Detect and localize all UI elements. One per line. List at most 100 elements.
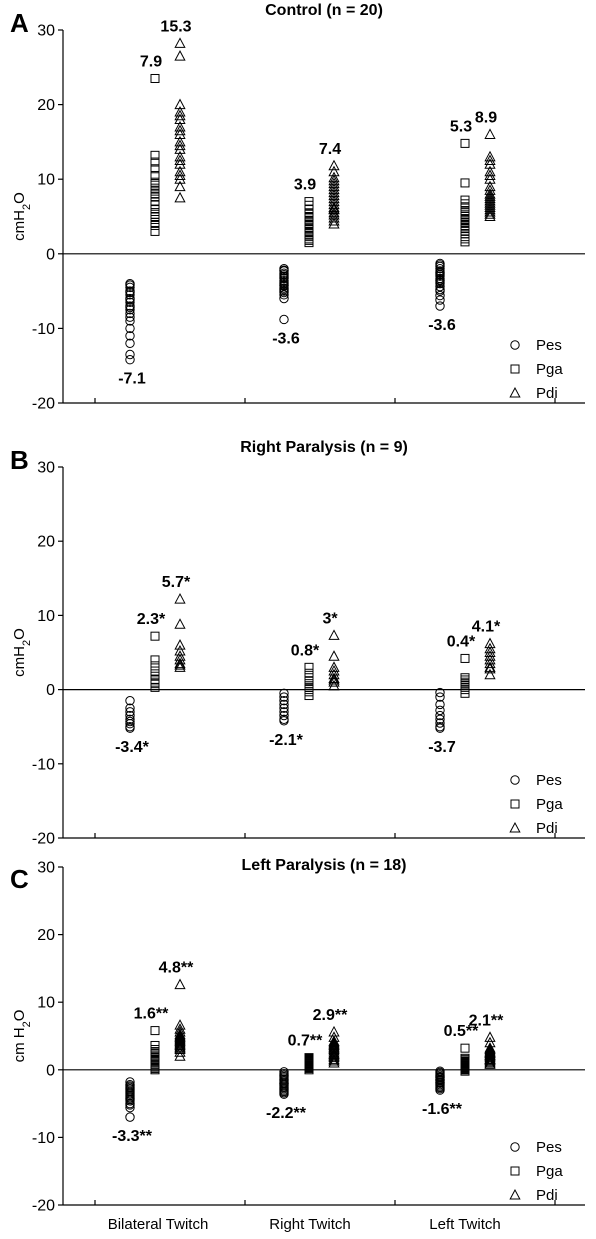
pdi-point xyxy=(328,174,340,186)
pes-point xyxy=(125,331,135,341)
pdi-point xyxy=(328,180,340,192)
pdi-point xyxy=(174,180,186,192)
x-category-label: Bilateral Twitch xyxy=(108,1216,209,1233)
pes-point xyxy=(279,692,289,702)
y-tick-label: -20 xyxy=(32,396,55,413)
pes-point xyxy=(279,314,289,325)
pes-point xyxy=(279,1088,289,1098)
pdi-point xyxy=(484,1043,496,1055)
pdi-point xyxy=(174,165,186,177)
pes-point xyxy=(279,710,289,721)
y-tick-label: 0 xyxy=(46,682,55,699)
pdi-point xyxy=(174,661,186,672)
pes-point xyxy=(435,710,445,721)
legend-label: Pdi xyxy=(536,820,558,837)
y-tick-label: 10 xyxy=(37,995,55,1012)
pes-point xyxy=(279,699,289,710)
pga-mean-label: 5.3 xyxy=(450,118,472,135)
pes-point xyxy=(125,703,135,713)
series-pdi: 15.3 7.4 8.9 xyxy=(160,18,497,229)
pdi-point xyxy=(174,128,186,139)
pga-point xyxy=(460,232,470,242)
pdi-point xyxy=(484,650,496,661)
pdi-point xyxy=(174,1035,186,1046)
panel-b: B Right Paralysis (n = 9) -20 -10 0 10 20 30 cmH… xyxy=(10,439,585,848)
panel-letter: B xyxy=(10,445,29,475)
pdi-point xyxy=(174,978,186,990)
pdi-point xyxy=(484,1046,496,1058)
pes-mean-label: -3.6 xyxy=(272,330,300,347)
pes-point xyxy=(279,688,289,699)
pes-point xyxy=(125,282,135,293)
pdi-point xyxy=(174,191,186,203)
pes-point xyxy=(125,338,135,349)
pes-point xyxy=(279,716,289,726)
pga-point xyxy=(304,197,314,207)
pes-point xyxy=(125,714,135,724)
pdi-point xyxy=(484,184,496,195)
pga-point xyxy=(460,1057,470,1067)
y-axis-label: cm H2O xyxy=(11,1010,33,1063)
pdi-point xyxy=(484,190,496,201)
legend-marker-pes xyxy=(510,1142,520,1152)
legend-label: Pga xyxy=(536,361,563,378)
pdi-point xyxy=(174,98,186,110)
pes-point xyxy=(125,1100,135,1110)
pdi-point xyxy=(174,1032,186,1044)
pga-point xyxy=(150,217,160,227)
pga-point xyxy=(150,212,160,221)
pes-point xyxy=(279,293,289,304)
pes-point xyxy=(435,718,445,728)
pdi-point xyxy=(174,644,186,656)
pes-point xyxy=(279,277,289,287)
pdi-point xyxy=(328,679,340,691)
pdi-point xyxy=(174,1038,186,1049)
pdi-point xyxy=(174,120,186,132)
pdi-point xyxy=(174,37,186,48)
pdi-point xyxy=(174,653,186,665)
pga-point xyxy=(460,210,470,220)
legend-marker-pes xyxy=(510,340,520,350)
pga-point xyxy=(150,226,160,236)
pes-point xyxy=(435,295,445,305)
pes-point xyxy=(435,687,445,698)
pdi-point xyxy=(328,214,340,226)
pga-point xyxy=(150,671,160,681)
pdi-point xyxy=(174,109,186,121)
pdi-point xyxy=(328,1044,340,1056)
pes-mean-label: -2.1* xyxy=(269,732,304,749)
pdi-point xyxy=(174,657,186,669)
legend-marker-pes xyxy=(510,775,520,785)
pdi-point xyxy=(174,593,186,604)
pdi-point xyxy=(484,662,496,674)
pes-point xyxy=(279,272,289,283)
pdi-point xyxy=(328,192,340,204)
pga-mean-label: 3.9 xyxy=(294,177,316,194)
pdi-point xyxy=(328,1056,340,1068)
pga-point xyxy=(460,234,470,244)
pes-point xyxy=(435,692,445,702)
pdi-point xyxy=(174,135,186,147)
pes-point xyxy=(125,312,135,322)
pdi-point xyxy=(328,1051,340,1063)
pdi-mean-label: 7.4 xyxy=(319,141,341,158)
legend-label: Pga xyxy=(536,1163,563,1180)
y-tick-label: 30 xyxy=(37,460,55,477)
pes-point xyxy=(125,323,135,334)
pga-point xyxy=(304,668,314,678)
pdi-point xyxy=(328,1048,340,1060)
pga-point xyxy=(150,150,160,160)
pes-point xyxy=(435,301,445,311)
pdi-point xyxy=(174,154,186,166)
pes-point xyxy=(435,269,445,280)
pes-point xyxy=(279,269,289,280)
pga-point xyxy=(460,1043,470,1053)
pga-point xyxy=(150,200,160,210)
series-pdi: 5.7* 3* 4.1* xyxy=(162,574,501,691)
y-tick-label: -20 xyxy=(32,831,55,848)
legend-label: Pes xyxy=(536,1139,562,1156)
panel-letter: A xyxy=(10,8,29,38)
pdi-point xyxy=(484,637,496,649)
pes-point xyxy=(279,703,289,713)
x-category-label: Left Twitch xyxy=(429,1216,500,1233)
